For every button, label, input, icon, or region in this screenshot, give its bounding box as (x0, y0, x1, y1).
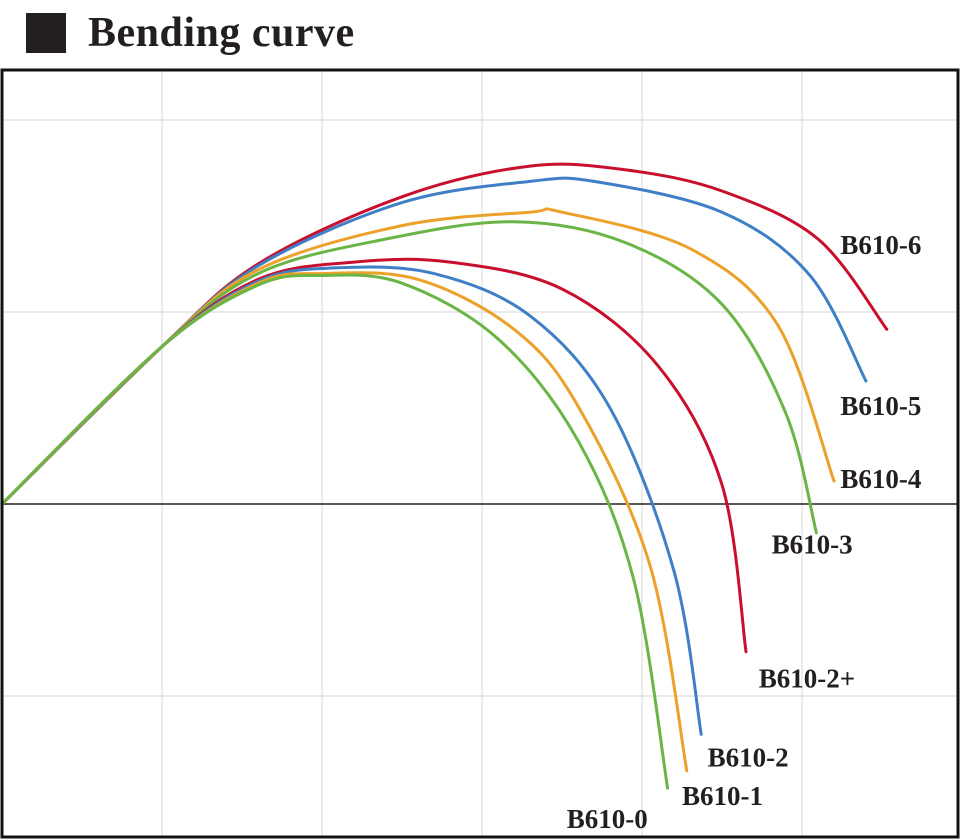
chart-title: Bending curve (88, 10, 355, 56)
series-line-b610-2 (0, 265, 703, 736)
series-label-b610-4: B610-4 (840, 464, 921, 494)
series-line-b610-6 (0, 162, 889, 506)
series-labels: B610-6 B610-5 B610-4 B610-3 B610-2+ B610-2 B61… (567, 230, 922, 834)
series-label-b610-3: B610-3 (772, 529, 853, 559)
series-line-b610-5 (0, 176, 868, 506)
chart-header: Bending curve (26, 8, 355, 58)
series-label-b610-0: B610-0 (567, 804, 648, 834)
grid-lines (2, 70, 958, 837)
series-label-b610-6: B610-6 (840, 230, 921, 260)
curve-series (0, 162, 889, 790)
series-line-b610-4 (0, 207, 836, 506)
series-label-b610-1: B610-1 (682, 781, 763, 811)
series-label-b610-2plus: B610-2+ (759, 664, 855, 694)
title-square-icon (26, 13, 66, 53)
series-label-b610-2: B610-2 (708, 742, 789, 772)
plot-frame (0, 68, 960, 839)
series-label-b610-5: B610-5 (840, 391, 921, 421)
series-line-b610-0 (0, 273, 670, 790)
